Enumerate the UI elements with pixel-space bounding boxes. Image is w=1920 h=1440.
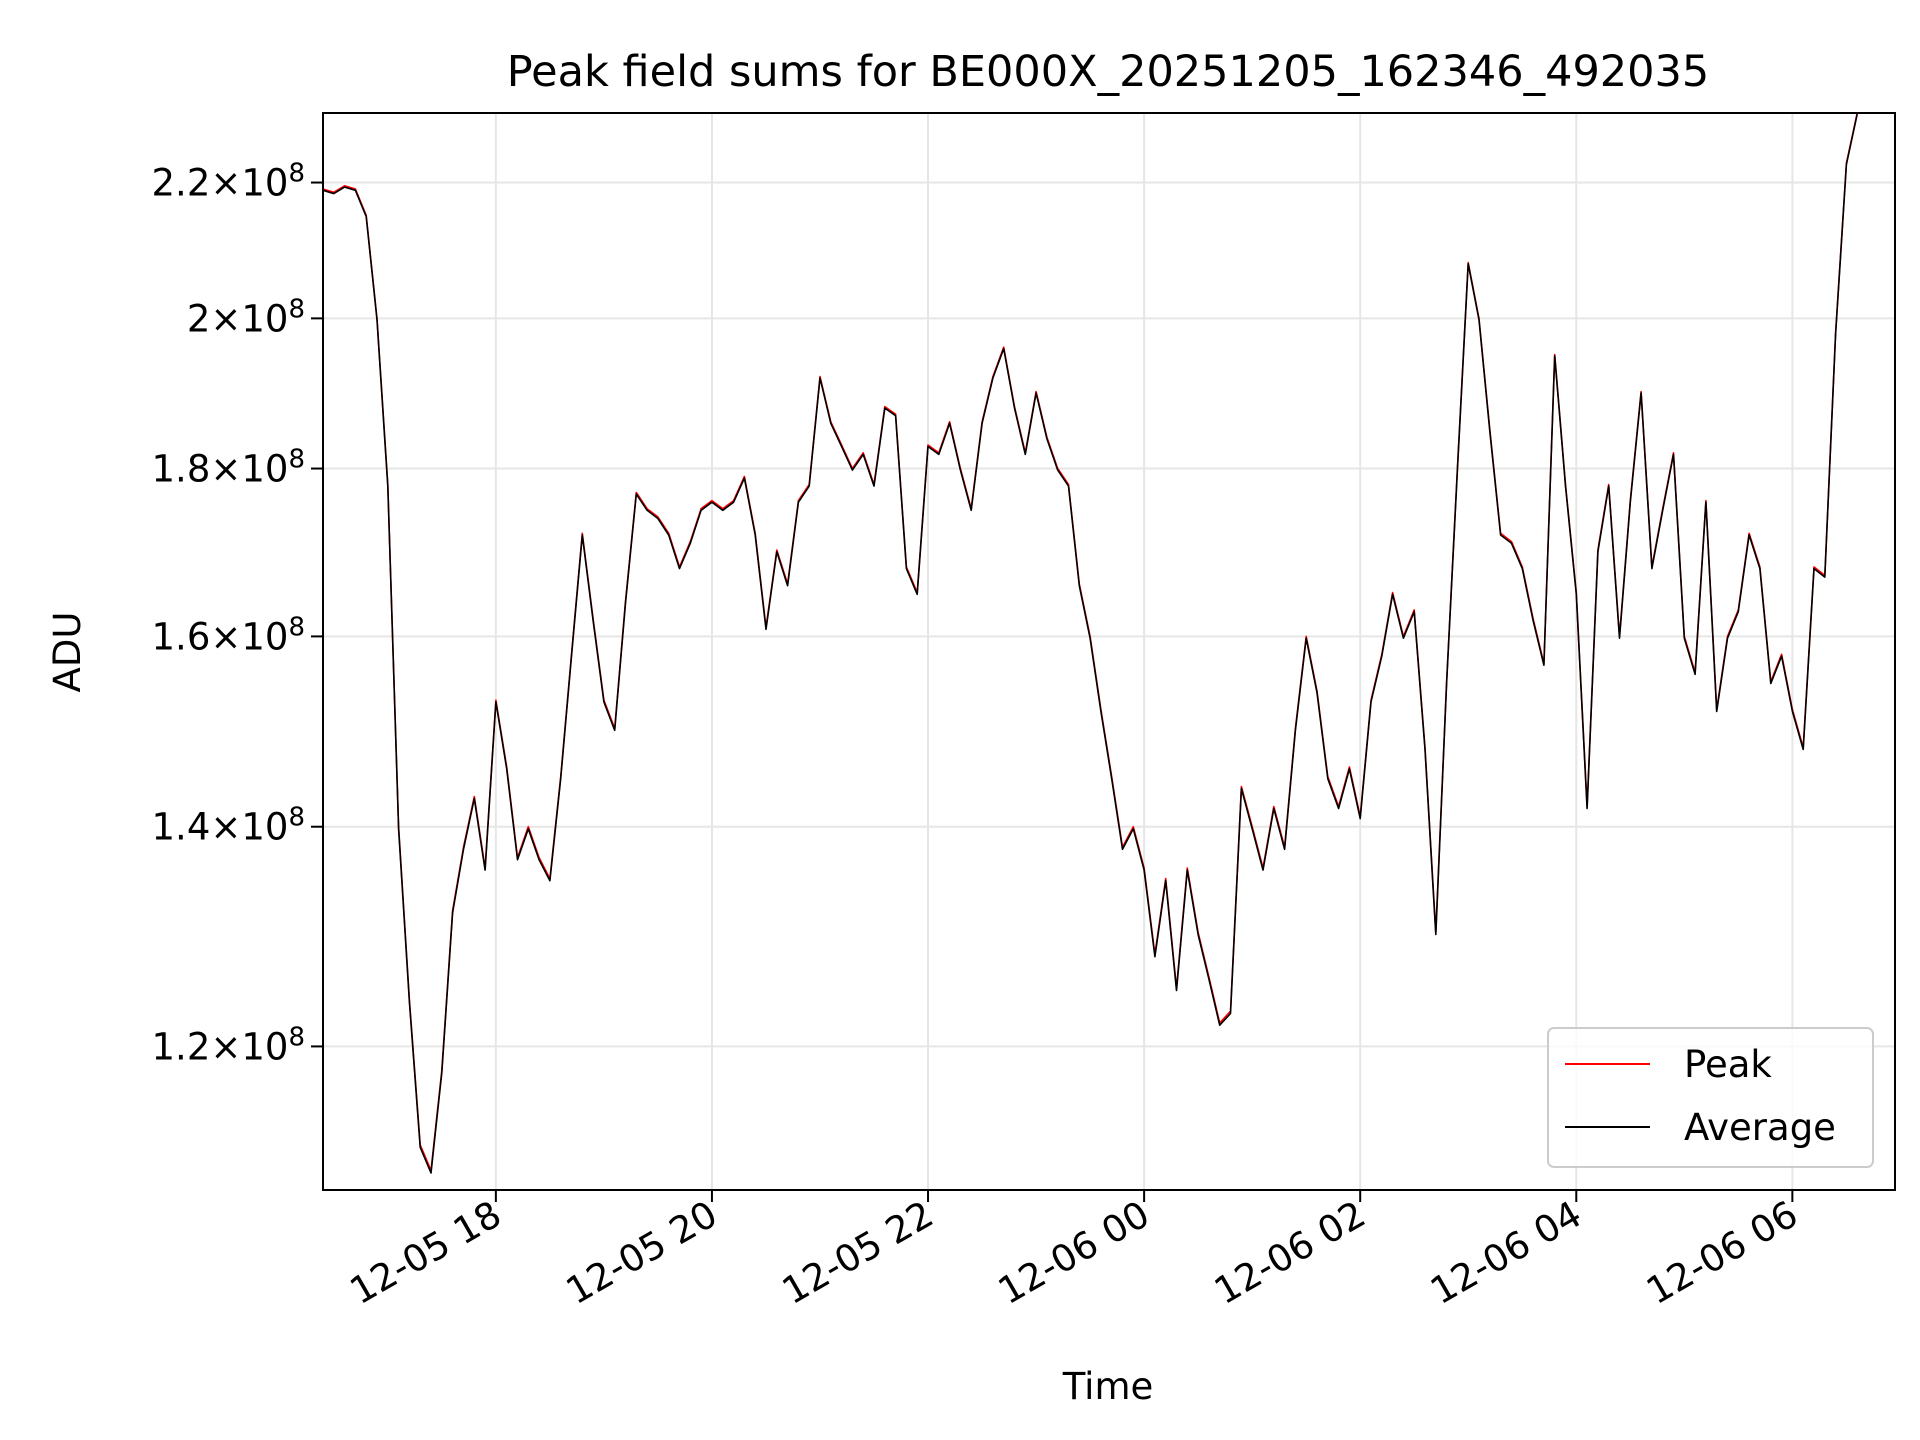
y-tick-exponent: 8	[288, 445, 305, 475]
y-tick-exponent: 8	[288, 1022, 305, 1052]
y-tick-exponent: 8	[288, 612, 305, 642]
grid	[323, 113, 1895, 1190]
y-tick-exponent: 8	[288, 803, 305, 833]
y-tick-times: ×10	[210, 806, 288, 849]
y-tick-mantissa: 1.8	[152, 448, 211, 491]
legend-box	[1547, 1027, 1874, 1168]
y-tick-mantissa: 1.4	[152, 806, 211, 849]
y-tick-label: 1.4×108	[152, 803, 305, 849]
y-tick-label: 1.2×108	[152, 1022, 305, 1068]
chart-title: Peak field sums for BE000X_20251205_1623…	[507, 47, 1710, 97]
plot-frame	[322, 112, 1896, 1191]
y-tick-mantissa: 1.6	[152, 615, 211, 658]
y-tick-times: ×10	[210, 615, 288, 658]
y-tick-mantissa: 2	[187, 297, 211, 340]
y-tick-label: 2.2×108	[152, 159, 305, 205]
y-tick-exponent: 8	[288, 159, 305, 189]
x-axis-label: Time	[1062, 1365, 1154, 1408]
y-tick-times: ×10	[210, 297, 288, 340]
legend: Peak Average	[1547, 1027, 1874, 1168]
y-tick-label: 1.8×108	[152, 445, 305, 491]
y-tick-times: ×10	[210, 448, 288, 491]
legend-peak-label: Peak	[1684, 1043, 1772, 1086]
y-tick-label: 1.6×108	[152, 612, 305, 658]
y-tick-times: ×10	[210, 162, 288, 205]
y-axis-label: ADU	[46, 612, 89, 693]
y-tick-mantissa: 2.2	[152, 162, 211, 205]
y-tick-label: 2×108	[187, 294, 305, 340]
series-lines	[322, 112, 1858, 1174]
y-tick-times: ×10	[210, 1025, 288, 1068]
series-line-average	[322, 114, 1858, 1174]
legend-average-label: Average	[1684, 1106, 1836, 1149]
y-tick-mantissa: 1.2	[152, 1025, 211, 1068]
y-tick-exponent: 8	[288, 294, 305, 324]
